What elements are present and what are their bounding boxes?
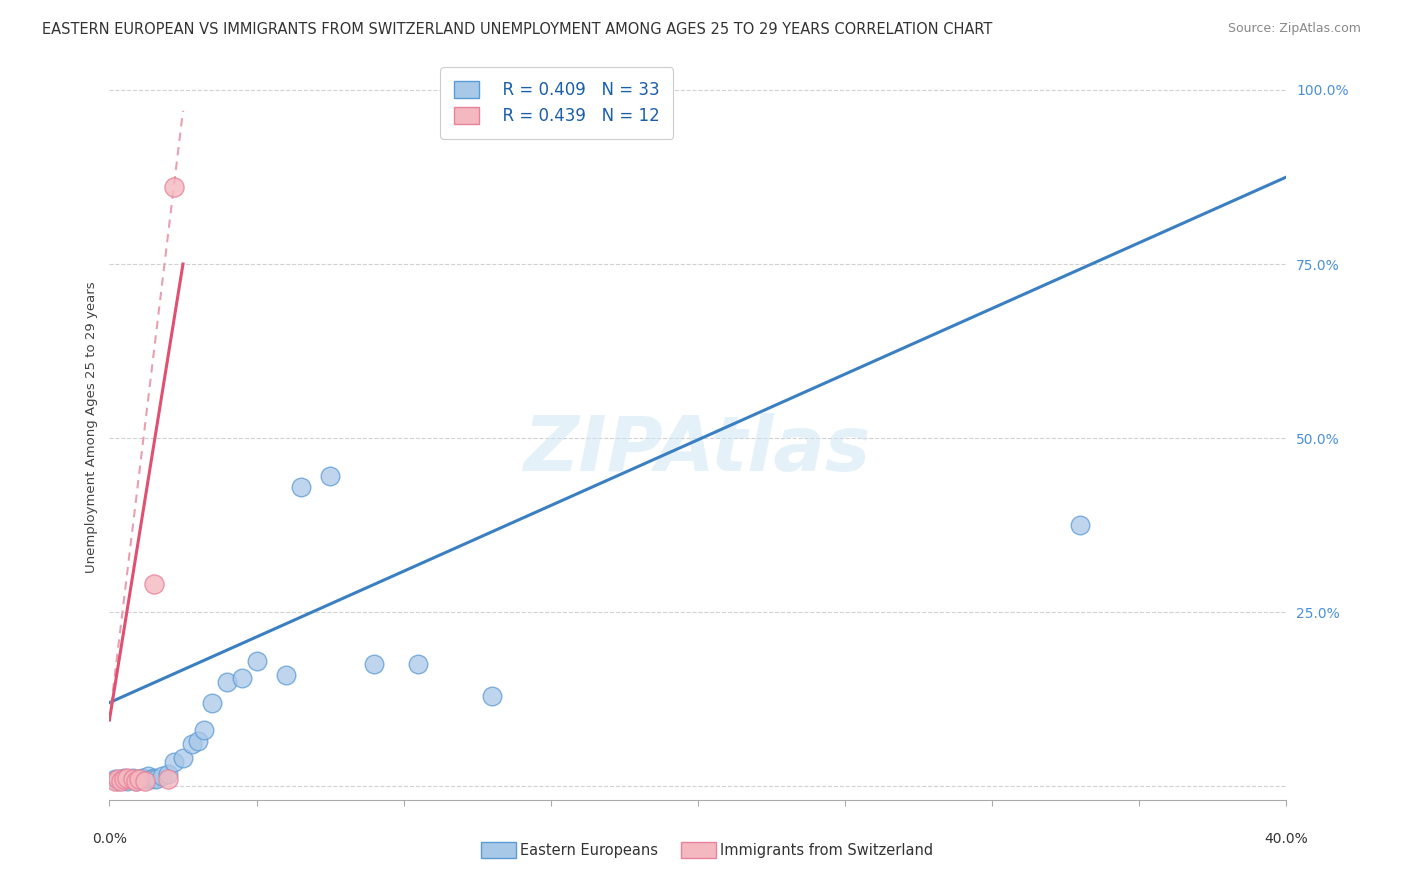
Point [363, 657, 385, 672]
Point [131, 771, 153, 785]
Point [104, 773, 127, 788]
Point [274, 667, 297, 681]
Point [180, 738, 202, 752]
Point [193, 723, 215, 738]
Point [107, 772, 129, 787]
Text: Source: ZipAtlas.com: Source: ZipAtlas.com [1227, 22, 1361, 36]
Text: Immigrants from Switzerland: Immigrants from Switzerland [720, 843, 934, 857]
Point [145, 772, 167, 787]
Point [231, 671, 253, 685]
Point [187, 734, 209, 748]
Point [115, 773, 138, 788]
Point [122, 772, 145, 787]
Text: Eastern Europeans: Eastern Europeans [520, 843, 658, 857]
Point [481, 689, 503, 703]
Point [122, 771, 145, 785]
Point [104, 772, 127, 787]
Point [1069, 518, 1091, 533]
Text: 0.0%: 0.0% [91, 832, 127, 846]
Point [134, 772, 156, 787]
Point [217, 674, 239, 689]
Point [139, 772, 162, 787]
Point [107, 773, 129, 788]
Point [150, 769, 173, 783]
Point [112, 771, 135, 785]
Point [142, 577, 165, 591]
Point [142, 771, 165, 785]
Point [125, 773, 148, 788]
Text: ZIPAtlas: ZIPAtlas [524, 413, 872, 487]
Point [245, 654, 267, 668]
Point [118, 772, 141, 787]
Y-axis label: Unemployment Among Ages 25 to 29 years: Unemployment Among Ages 25 to 29 years [86, 282, 98, 574]
Point [157, 766, 180, 780]
Point [408, 657, 430, 672]
Point [319, 469, 342, 483]
Point [157, 772, 180, 787]
Point [172, 751, 194, 765]
Point [134, 773, 156, 788]
Point [115, 771, 138, 785]
Text: 40.0%: 40.0% [1264, 832, 1309, 846]
Point [201, 696, 224, 710]
Point [110, 772, 132, 787]
Point [110, 773, 132, 788]
Point [128, 772, 150, 787]
Point [136, 769, 159, 783]
Point [125, 773, 148, 788]
Point [163, 755, 186, 769]
Point [290, 480, 312, 494]
Point [163, 180, 186, 194]
Point [112, 772, 135, 787]
Point [128, 772, 150, 787]
Text: EASTERN EUROPEAN VS IMMIGRANTS FROM SWITZERLAND UNEMPLOYMENT AMONG AGES 25 TO 29: EASTERN EUROPEAN VS IMMIGRANTS FROM SWIT… [42, 22, 993, 37]
Legend:   R = 0.409   N = 33,   R = 0.439   N = 12: R = 0.409 N = 33, R = 0.439 N = 12 [440, 67, 673, 138]
